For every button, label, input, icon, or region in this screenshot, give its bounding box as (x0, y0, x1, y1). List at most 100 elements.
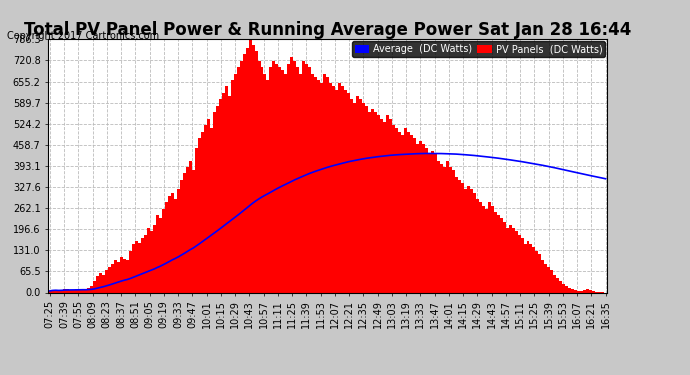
Bar (75, 289, 78, 292)
Bar (542, 260, 544, 292)
Bar (213, 112, 216, 292)
Bar (511, 228, 515, 292)
Bar (464, 189, 466, 292)
Bar (162, 209, 165, 292)
Bar (320, 83, 324, 292)
Bar (526, 241, 529, 292)
Bar (431, 151, 434, 292)
Bar (586, 289, 589, 292)
Bar (108, 267, 111, 292)
Bar (299, 74, 302, 292)
Bar (544, 264, 547, 292)
Bar (389, 118, 392, 292)
Bar (243, 54, 246, 292)
Bar (159, 219, 162, 292)
Bar (293, 61, 297, 292)
Bar (329, 83, 332, 292)
Bar (282, 70, 284, 292)
Bar (60, 290, 63, 292)
Bar (377, 116, 380, 292)
Bar (515, 231, 518, 292)
Bar (520, 238, 524, 292)
Bar (413, 138, 416, 292)
Bar (69, 290, 72, 292)
Bar (72, 290, 75, 292)
Bar (102, 275, 105, 292)
Bar (48, 291, 51, 292)
Bar (306, 64, 308, 292)
Bar (57, 291, 60, 292)
Bar (434, 154, 437, 292)
Bar (457, 180, 461, 292)
Text: Copyright 2017 Cartronics.com: Copyright 2017 Cartronics.com (7, 32, 159, 41)
Bar (419, 141, 422, 292)
Bar (524, 244, 526, 292)
Bar (416, 144, 419, 292)
Bar (114, 260, 117, 292)
Bar (120, 257, 123, 292)
Bar (153, 225, 156, 292)
Bar (502, 222, 506, 292)
Bar (461, 183, 464, 292)
Bar (324, 74, 326, 292)
Bar (356, 96, 359, 292)
Bar (55, 290, 57, 292)
Bar (156, 215, 159, 292)
Bar (580, 291, 583, 292)
Bar (446, 160, 448, 292)
Bar (165, 202, 168, 292)
Bar (562, 285, 565, 292)
Bar (248, 39, 252, 292)
Bar (374, 112, 377, 292)
Bar (302, 61, 306, 292)
Bar (362, 103, 365, 292)
Bar (210, 128, 213, 292)
Bar (230, 80, 234, 292)
Bar (407, 132, 410, 292)
Bar (239, 61, 243, 292)
Bar (311, 74, 315, 292)
Bar (129, 251, 132, 292)
Bar (111, 264, 114, 292)
Bar (448, 167, 452, 292)
Bar (192, 170, 195, 292)
Bar (177, 189, 180, 292)
Bar (105, 270, 108, 292)
Bar (350, 99, 353, 292)
Bar (518, 234, 520, 292)
Bar (195, 148, 198, 292)
Bar (147, 228, 150, 292)
Bar (237, 67, 239, 292)
Bar (279, 67, 282, 292)
Bar (506, 228, 509, 292)
Bar (422, 144, 425, 292)
Bar (455, 177, 457, 292)
Bar (571, 289, 574, 292)
Bar (315, 77, 317, 292)
Title: Total PV Panel Power & Running Average Power Sat Jan 28 16:44: Total PV Panel Power & Running Average P… (24, 21, 631, 39)
Bar (216, 106, 219, 292)
Bar (270, 67, 273, 292)
Bar (371, 109, 374, 292)
Bar (201, 132, 204, 292)
Bar (410, 135, 413, 292)
Bar (288, 64, 290, 292)
Bar (386, 116, 389, 292)
Bar (284, 74, 288, 292)
Bar (171, 193, 174, 292)
Bar (547, 267, 551, 292)
Bar (87, 288, 90, 292)
Bar (470, 189, 473, 292)
Bar (365, 106, 368, 292)
Bar (189, 160, 192, 292)
Bar (578, 291, 580, 292)
Bar (186, 167, 189, 292)
Bar (141, 238, 144, 292)
Bar (51, 290, 55, 292)
Bar (475, 199, 479, 292)
Bar (347, 93, 350, 292)
Bar (493, 212, 497, 292)
Bar (273, 61, 275, 292)
Bar (341, 87, 344, 292)
Bar (138, 243, 141, 292)
